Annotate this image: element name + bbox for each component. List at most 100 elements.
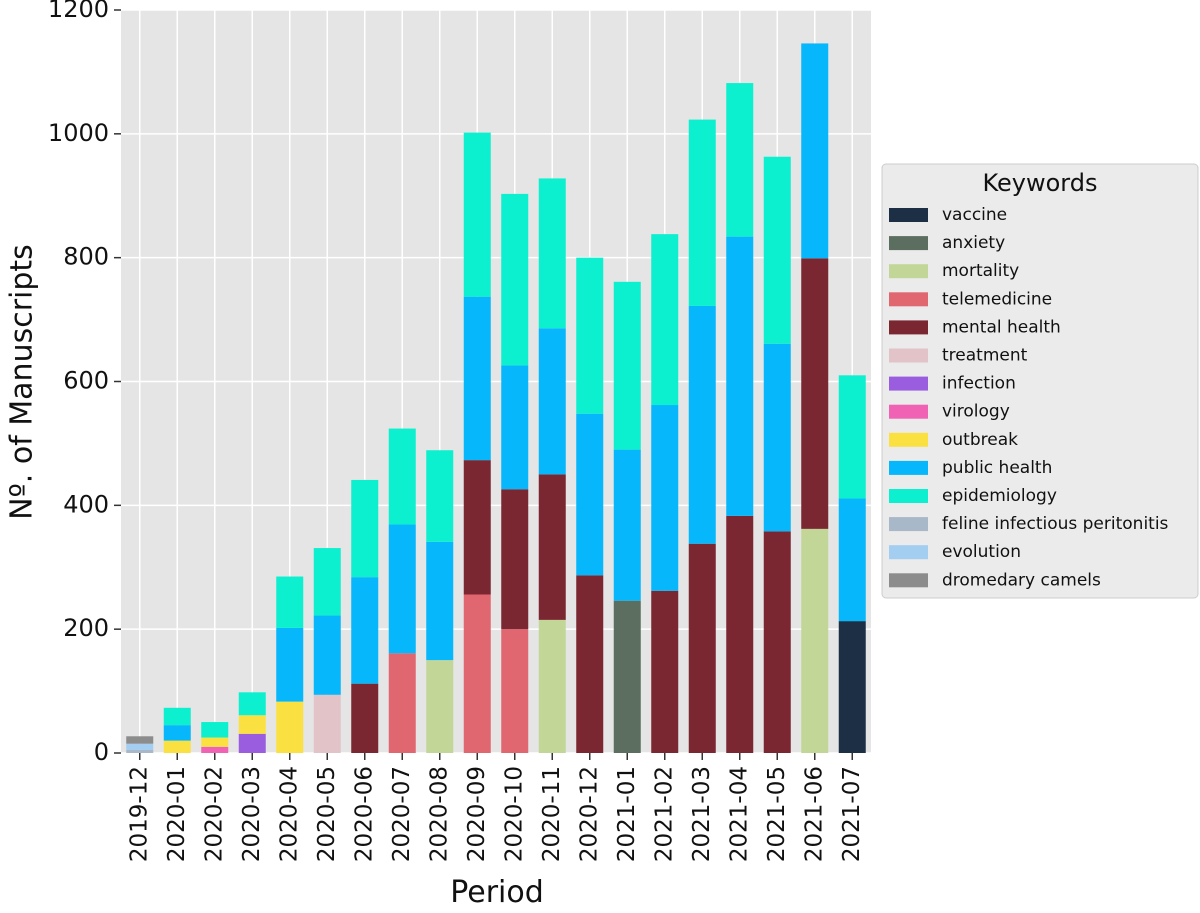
bar-segment-public-health (801, 43, 829, 259)
bar-segment-epidemiology (688, 119, 716, 306)
x-tick-label: 2021-06 (801, 766, 827, 862)
bar-segment-dromedary-camels (126, 736, 154, 744)
legend-label: virology (942, 402, 1010, 422)
legend-label: epidemiology (942, 486, 1057, 506)
bars (126, 43, 866, 753)
y-tick-label: 800 (63, 243, 109, 271)
legend-label: feline infectious peritonitis (942, 514, 1169, 534)
bar-segment-mortality (538, 619, 566, 753)
bar-segment-epidemiology (763, 156, 791, 344)
bar-segment-epidemiology (651, 234, 679, 406)
bar-segment-public-health (726, 236, 754, 516)
bar-segment-public-health (576, 413, 604, 576)
bar-segment-epidemiology (463, 132, 491, 297)
x-tick-label: 2021-05 (764, 766, 790, 862)
x-tick-label: 2020-05 (314, 766, 340, 862)
x-tick-label: 2020-10 (501, 766, 527, 862)
bar-segment-mortality (801, 528, 829, 753)
x-tick-label: 2020-12 (576, 766, 602, 862)
legend-label: evolution (942, 542, 1021, 562)
bar-segment-feline-infectious-peritonitis (126, 749, 154, 753)
bar-segment-epidemiology (726, 83, 754, 237)
x-tick-label: 2020-11 (539, 766, 565, 862)
y-tick-label: 600 (63, 367, 109, 395)
x-tick-label: 2020-02 (201, 766, 227, 862)
x-tick-label: 2019-12 (126, 766, 152, 862)
bar-segment-vaccine (838, 621, 866, 753)
legend-swatch (889, 348, 928, 363)
bar-segment-mental-health (501, 489, 529, 630)
bar-segment-telemedicine (463, 594, 491, 753)
bar-segment-epidemiology (388, 428, 416, 525)
bar-segment-mental-health (801, 258, 829, 529)
x-tick-label: 2021-03 (689, 766, 715, 862)
bar-segment-public-health (501, 365, 529, 490)
y-tick-label: 400 (63, 490, 109, 518)
bar-segment-epidemiology (613, 281, 641, 450)
legend: Keywords vaccine anxiety mortality telemedi… (881, 163, 1199, 599)
bar-segment-outbreak (163, 740, 191, 753)
legend-swatch (889, 545, 928, 560)
y-tick-label: 1200 (48, 0, 109, 23)
x-tick-label: 2021-07 (839, 766, 865, 862)
x-tick-label: 2021-04 (726, 766, 752, 862)
legend-swatch (889, 292, 928, 307)
bar-segment-public-health (313, 615, 341, 695)
legend-label: infection (942, 374, 1016, 394)
legend-swatch (889, 489, 928, 503)
bar-segment-outbreak (201, 737, 229, 747)
legend-swatch (889, 573, 928, 588)
bar-segment-mental-health (463, 460, 491, 595)
bar-segment-mental-health (651, 590, 679, 753)
legend-label: mortality (942, 261, 1019, 281)
bar-segment-epidemiology (238, 692, 266, 716)
legend-label: dromedary camels (942, 570, 1101, 590)
bar-segment-outbreak (238, 715, 266, 734)
bar-segment-public-health (538, 328, 566, 475)
bar-segment-mental-health (351, 683, 379, 753)
legend-swatch (889, 320, 928, 335)
bar-segment-public-health (426, 541, 454, 661)
bar-segment-public-health (763, 343, 791, 532)
y-tick-label: 200 (63, 614, 109, 642)
legend-swatch (889, 236, 928, 251)
bar-segment-mental-health (726, 515, 754, 753)
bar-segment-public-health (463, 296, 491, 461)
bar-segment-epidemiology (201, 722, 229, 738)
bar-segment-public-health (651, 405, 679, 591)
bar-segment-epidemiology (351, 479, 379, 578)
bar-segment-mental-health (763, 531, 791, 753)
y-axis: 0 200 400 600 800 1000 1200 (48, 0, 121, 766)
legend-label: treatment (942, 346, 1028, 366)
x-tick-label: 2020-06 (351, 766, 377, 862)
legend-label: telemedicine (942, 289, 1052, 309)
legend-swatch (889, 517, 928, 532)
bar-segment-outbreak (276, 701, 304, 753)
bar-segment-mental-health (576, 575, 604, 753)
legend-label: vaccine (942, 205, 1007, 225)
bar-segment-infection (238, 733, 266, 753)
bar-segment-epidemiology (163, 707, 191, 726)
bar-segment-virology (201, 746, 229, 753)
bar-segment-public-health (613, 449, 641, 601)
bar-segment-public-health (276, 627, 304, 702)
bar-segment-epidemiology (838, 375, 866, 499)
bar-segment-public-health (388, 524, 416, 654)
x-tick-label: 2020-09 (464, 766, 490, 862)
x-tick-label: 2021-01 (614, 766, 640, 862)
bar-segment-mortality (426, 660, 454, 753)
legend-title: Keywords (982, 169, 1097, 197)
x-tick-label: 2021-02 (651, 766, 677, 862)
x-tick-label: 2020-03 (239, 766, 265, 862)
bar-segment-public-health (838, 498, 866, 622)
bar-segment-epidemiology (276, 576, 304, 628)
legend-swatch (889, 208, 928, 222)
legend-label: outbreak (942, 430, 1018, 450)
legend-swatch (889, 264, 928, 279)
y-tick-label: 1000 (48, 119, 109, 147)
bar-segment-mental-health (538, 474, 566, 620)
y-tick-label: 0 (94, 738, 109, 766)
bar-segment-telemedicine (501, 629, 529, 753)
bar-segment-telemedicine (388, 653, 416, 753)
